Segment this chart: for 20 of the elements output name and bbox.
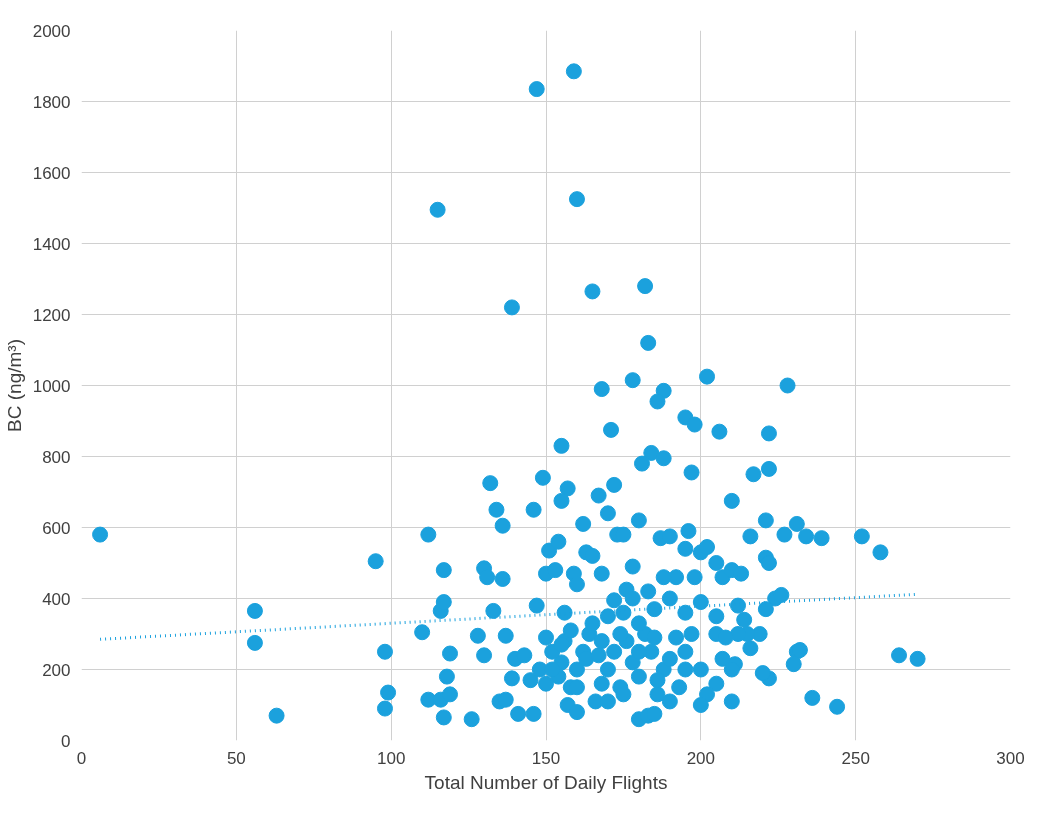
y-tick-label: 600 <box>42 518 71 538</box>
y-tick-label: 800 <box>42 447 71 467</box>
x-tick-label: 100 <box>376 748 406 768</box>
x-tick-label: 200 <box>686 748 716 768</box>
y-tick-label: 2000 <box>32 21 71 41</box>
x-axis-title: Total Number of Daily Flights <box>424 771 668 793</box>
y-tick-label: 1400 <box>32 234 71 254</box>
x-tick-label: 0 <box>76 748 87 768</box>
x-tick-label: 150 <box>531 748 561 768</box>
y-axis-title: BC (ng/m³) <box>3 339 25 432</box>
y-tick-label: 1600 <box>32 163 71 183</box>
y-tick-label: 400 <box>42 589 71 609</box>
y-tick-label: 200 <box>42 660 71 680</box>
y-tick-label: 1200 <box>32 305 71 325</box>
y-tick-label: 1800 <box>32 92 71 112</box>
y-tick-label: 0 <box>61 731 71 751</box>
x-tick-label: 300 <box>996 748 1025 768</box>
y-tick-label: 1000 <box>32 376 71 396</box>
x-tick-label: 50 <box>226 748 246 768</box>
x-tick-label: 250 <box>841 748 870 768</box>
